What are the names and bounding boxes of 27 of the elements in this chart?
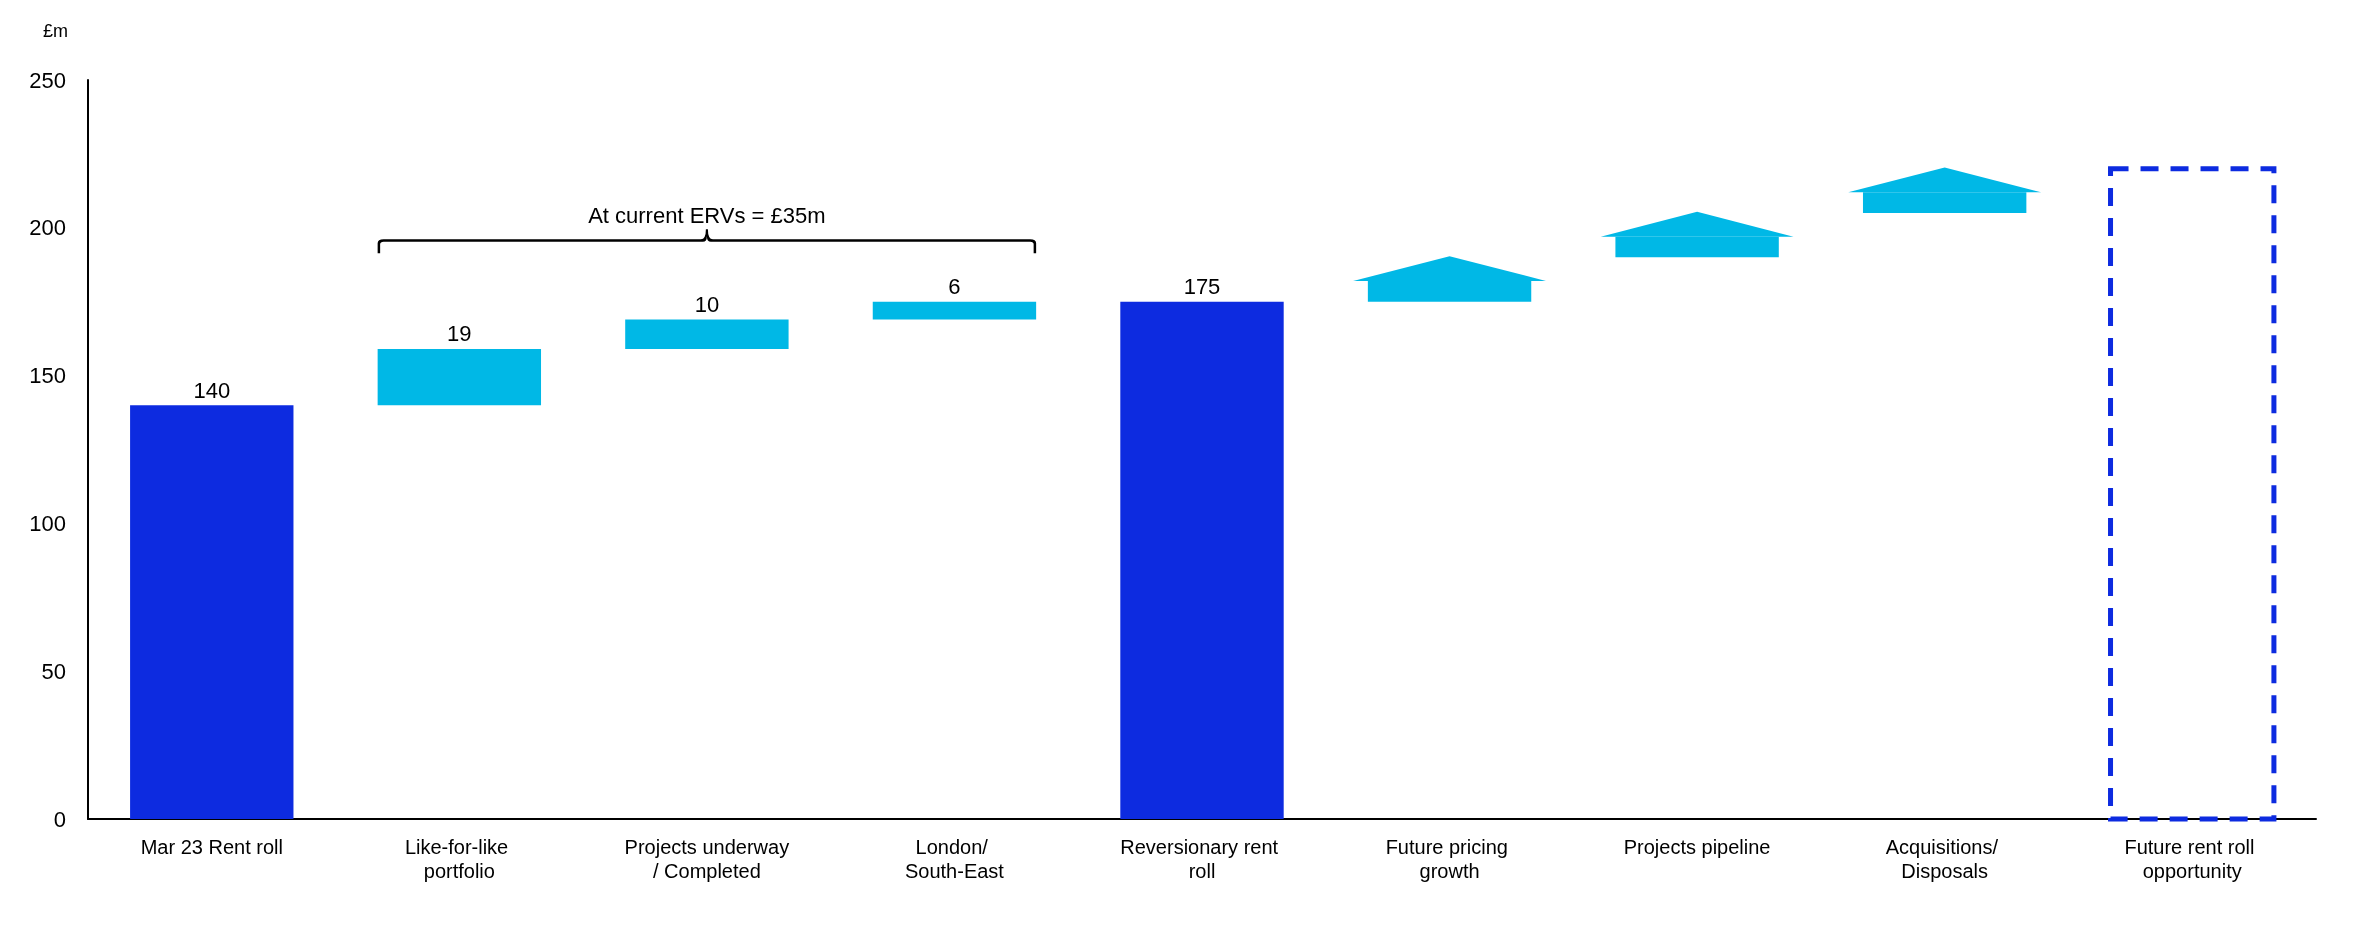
annotation: At current ERVs = £35m bbox=[588, 203, 826, 229]
bar bbox=[625, 319, 789, 349]
data-label: 140 bbox=[193, 377, 231, 403]
data-label: 6 bbox=[948, 274, 961, 300]
data-label: 19 bbox=[447, 321, 472, 347]
data-label: 175 bbox=[1183, 274, 1221, 300]
x-tick-label: Acquisitions/ Disposals bbox=[1885, 836, 2004, 882]
x-tick-label: Future pricing growth bbox=[1385, 836, 1514, 882]
y-tick-label: 100 bbox=[29, 510, 66, 536]
bar bbox=[377, 349, 542, 406]
x-tick-label: Mar 23 Rent roll bbox=[140, 836, 283, 858]
x-tick-label: Projects underway/ Completed bbox=[624, 836, 790, 882]
y-tick-label: 250 bbox=[29, 67, 66, 93]
x-tick-label: London/ South-East bbox=[904, 836, 1005, 882]
bar bbox=[1120, 301, 1284, 819]
bar bbox=[872, 301, 1037, 320]
y-tick-label: 200 bbox=[29, 215, 66, 241]
y-tick-label: 50 bbox=[41, 658, 66, 684]
x-tick-label: Reversionary rent roll bbox=[1120, 836, 1284, 882]
x-tick-label: Projects pipeline bbox=[1623, 836, 1771, 858]
x-tick-label: Future rent roll opportunity bbox=[2124, 836, 2261, 882]
y-axis-title: £m bbox=[42, 21, 68, 41]
x-tick-label: Like-for-like portfolio bbox=[404, 836, 514, 882]
y-tick-label: 0 bbox=[53, 806, 66, 832]
data-label: 10 bbox=[694, 291, 720, 317]
y-tick-label: 150 bbox=[29, 363, 66, 389]
bar bbox=[130, 405, 294, 819]
